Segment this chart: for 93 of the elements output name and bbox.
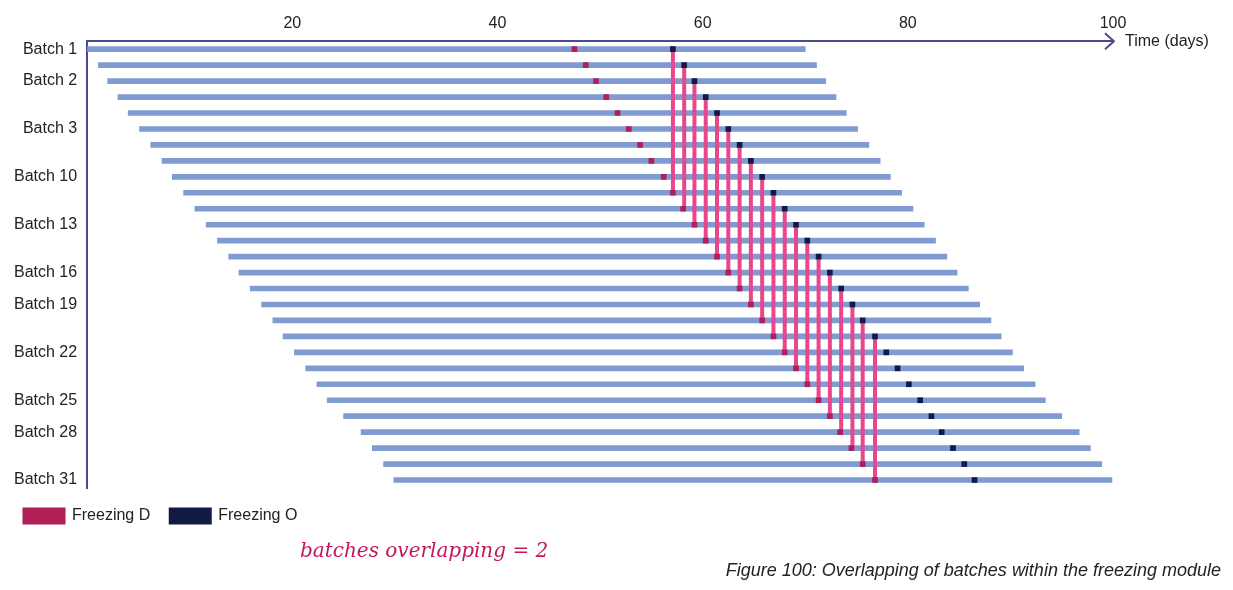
bar (360, 429, 1080, 435)
point (971, 477, 978, 483)
point (793, 221, 799, 228)
point (670, 46, 676, 53)
bar (326, 397, 1046, 404)
bar (183, 189, 903, 196)
bar (194, 205, 914, 212)
bar (98, 62, 817, 68)
bar (161, 158, 881, 164)
point (660, 174, 667, 180)
point (883, 349, 890, 356)
point (691, 78, 698, 84)
point (859, 461, 866, 467)
point (637, 142, 643, 148)
bar (343, 413, 1063, 420)
y-tick-label: Batch 31 (14, 470, 78, 488)
x-tick-label: 20 (283, 14, 302, 32)
point (725, 126, 732, 132)
bar (393, 477, 1113, 483)
y-tick-label: Batch 25 (14, 390, 78, 408)
point (680, 205, 686, 212)
point (838, 285, 844, 292)
point (872, 333, 878, 340)
point (804, 381, 811, 388)
bar (87, 46, 806, 53)
point (593, 78, 599, 84)
point (759, 174, 765, 180)
point (837, 429, 843, 435)
point (770, 189, 777, 196)
point (938, 429, 945, 435)
point (759, 317, 765, 324)
bar (139, 126, 858, 132)
point (815, 397, 822, 404)
point (714, 110, 720, 116)
bar (171, 174, 891, 180)
point (702, 94, 709, 100)
bar (107, 78, 827, 84)
y-tick-label: Batch 2 (22, 71, 78, 89)
point (928, 413, 935, 420)
point (872, 477, 878, 483)
point (582, 62, 589, 68)
point (681, 62, 688, 68)
point (571, 46, 578, 53)
bar (372, 445, 1091, 451)
point (748, 158, 754, 164)
point (614, 110, 621, 116)
x-tick-label: 80 (898, 14, 917, 32)
y-tick-label: Batch 16 (14, 262, 78, 280)
point (848, 445, 855, 451)
point (804, 237, 811, 244)
text: batches overlapping = 2 (300, 538, 549, 562)
point (714, 253, 720, 260)
point (827, 269, 833, 276)
bar (117, 94, 837, 100)
y-tick-label: Batch 19 (14, 294, 78, 312)
caption: Figure 100: Overlapping of batches within the freezing module (725, 560, 1221, 581)
bar (150, 142, 870, 148)
point (950, 445, 956, 451)
y-tick-label: Batch 3 (22, 119, 78, 137)
x-tick-label: 40 (488, 14, 507, 32)
x-tick-label: 60 (693, 14, 712, 32)
point (917, 397, 923, 404)
point (827, 413, 833, 420)
bar (205, 221, 925, 228)
point (961, 461, 968, 467)
point (603, 94, 610, 100)
point (781, 349, 788, 356)
y-tick-label: Batch 10 (14, 167, 78, 185)
bar (305, 365, 1025, 372)
legend-label: Freezing O (218, 506, 298, 524)
point (781, 205, 788, 212)
bar (316, 381, 1036, 388)
point (736, 142, 743, 148)
y-tick-label: Batch 1 (22, 39, 78, 57)
legend-label: Freezing D (72, 506, 151, 524)
point (670, 189, 676, 196)
y-tick-label: Batch 13 (14, 215, 78, 233)
point (691, 221, 698, 228)
point (906, 381, 912, 388)
point (748, 301, 754, 308)
point (894, 365, 901, 372)
point (725, 269, 732, 276)
point (859, 317, 866, 324)
bar (127, 110, 847, 116)
point (625, 126, 632, 132)
bar (383, 461, 1103, 467)
y-tick-label: Batch 22 (14, 342, 78, 360)
point (793, 365, 799, 372)
x-axis-title: Time (days) (1125, 31, 1209, 49)
y-tick-label: Batch 28 (14, 422, 78, 440)
point (702, 237, 709, 244)
point (648, 158, 655, 164)
x-tick-label: 100 (1099, 14, 1127, 32)
